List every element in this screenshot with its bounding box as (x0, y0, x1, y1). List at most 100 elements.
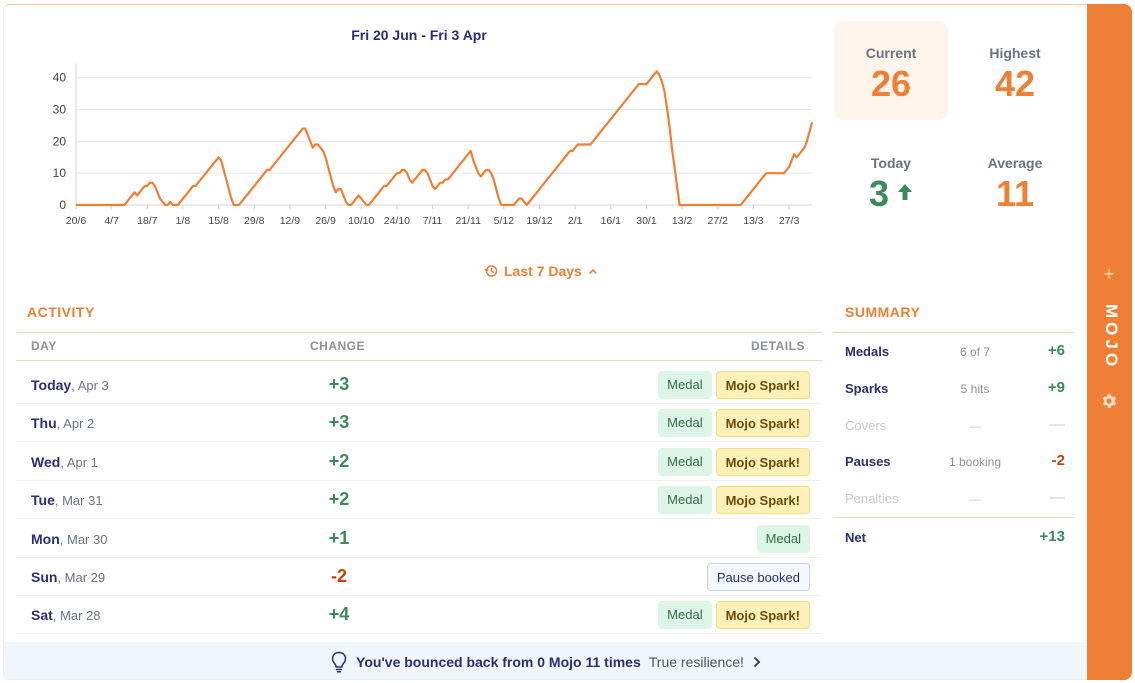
activity-details: Medal Mojo Spark! (658, 409, 810, 438)
x-tick-label: 5/12 (494, 215, 515, 227)
badge-spark: Mojo Spark! (715, 371, 810, 399)
x-tick-label: 1/8 (176, 215, 191, 227)
badge-medal: Medal (658, 409, 712, 438)
summary-detail: 5 hits (960, 381, 990, 396)
col-head-change: CHANGE (310, 339, 366, 353)
mojo-side-rail: + MOJO (1087, 4, 1132, 680)
activity-change: -2 (330, 566, 347, 586)
activity-change: +3 (328, 374, 350, 394)
stat-current: Current 26 (834, 21, 948, 120)
activity-change: +2 (328, 450, 350, 471)
activity-day-name: Wed (31, 453, 61, 470)
activity-day-date: , Apr 2 (56, 416, 95, 432)
stat-highest-label: Highest (989, 45, 1041, 61)
activity-row: Thu, Apr 2 +3 Medal Mojo Spark! (16, 404, 820, 443)
up-arrow-icon (898, 184, 913, 201)
y-tick-label: 30 (53, 103, 67, 117)
footer-message: You've bounced back from 0 Mojo 11 times (356, 653, 641, 670)
x-tick-label: 27/3 (779, 215, 800, 227)
col-head-details: DETAILS (751, 339, 805, 353)
x-tick-label: 30/1 (636, 215, 657, 227)
activity-row: Wed, Apr 1 +2 Medal Mojo Spark! (16, 443, 820, 481)
gear-icon[interactable] (1100, 392, 1118, 410)
mojo-card: Fri 20 Jun - Fri 3 Apr 0 10 20 30 40 20/6 4/7 1… (3, 4, 1087, 680)
plus-icon[interactable]: + (1103, 264, 1115, 284)
badge-medal: Medal (658, 601, 712, 630)
activity-day: Sat, Mar 28 (31, 607, 100, 623)
footer-subtext: True resilience! (648, 653, 744, 670)
range-toggle-label: Last 7 Days (504, 263, 582, 279)
x-tick-label: 20/6 (66, 215, 87, 227)
activity-day: Thu, Apr 2 (31, 415, 94, 431)
activity-row: Tue, Mar 31 +2 Medal Mojo Spark! (16, 481, 820, 520)
activity-row: Sun, Mar 29 -2 Pause booked (16, 558, 820, 596)
chart-title: Fri 20 Jun - Fri 3 Apr (351, 27, 487, 43)
summary-detail: 1 booking (948, 455, 1002, 470)
summary-net-divider (833, 517, 1074, 518)
activity-day-date: , Mar 31 (54, 493, 103, 509)
stat-today-value: 3 (868, 173, 890, 214)
badge-spark: Mojo Spark! (715, 409, 810, 438)
activity-change: +2 (328, 489, 350, 510)
badge-spark: Mojo Spark! (715, 447, 810, 476)
range-toggle-button[interactable]: Last 7 Days (484, 261, 624, 281)
summary-label: Covers (845, 417, 887, 433)
activity-day: Today, Apr 3 (31, 377, 109, 393)
activity-day-name: Sat (31, 607, 53, 624)
stat-average: Average 11 (953, 131, 1077, 230)
x-tick-label: 26/9 (315, 215, 336, 227)
activity-row: Sat, Mar 28 +4 Medal Mojo Spark! (16, 596, 820, 635)
activity-details: Medal Mojo Spark! (658, 447, 810, 476)
activity-row: Mon, Mar 30 +1 Medal (16, 520, 820, 558)
activity-day: Wed, Apr 1 (31, 454, 98, 470)
stat-highest-value: 42 (994, 63, 1036, 104)
activity-details: Medal (756, 524, 810, 553)
summary-value: -2 (1051, 452, 1065, 470)
badge-medal: Medal (658, 486, 712, 515)
stat-today: Today 3 (834, 131, 948, 230)
activity-title: ACTIVITY (27, 304, 95, 320)
stat-highest: Highest 42 (953, 21, 1077, 120)
summary-value: +6 (1047, 342, 1065, 359)
x-tick-label: 2/1 (568, 215, 583, 227)
summary-row-pauses: Pauses 1 booking -2 (845, 451, 1065, 473)
stat-current-value: 26 (870, 63, 912, 104)
activity-day-date: , Apr 3 (71, 378, 109, 393)
activity-day-name: Today (31, 377, 72, 393)
y-tick-label: 20 (53, 134, 67, 148)
summary-value: — (1050, 415, 1065, 433)
activity-change: +1 (328, 527, 350, 548)
summary-row-sparks: Sparks 5 hits +9 (845, 378, 1065, 400)
summary-detail: — (969, 492, 981, 507)
x-tick-label: 7/11 (423, 215, 443, 227)
activity-day-name: Sun (31, 569, 58, 585)
badge-pause: Pause booked (706, 563, 810, 591)
badge-medal: Medal (658, 447, 712, 476)
activity-day-date: , Mar 29 (57, 570, 106, 585)
col-head-day: DAY (31, 339, 57, 353)
activity-day: Tue, Mar 31 (31, 492, 103, 508)
summary-row-covers: Covers — — (845, 415, 1065, 437)
stat-average-value: 11 (995, 173, 1035, 214)
summary-value: +9 (1047, 378, 1065, 396)
summary-title-divider (833, 332, 1074, 333)
activity-day: Sun, Mar 29 (31, 569, 105, 585)
chevron-up-icon (589, 268, 597, 274)
resilience-footer[interactable]: You've bounced back from 0 Mojo 11 times… (4, 642, 1087, 679)
x-tick-label: 24/10 (384, 215, 410, 227)
activity-row: Today, Apr 3 +3 Medal Mojo Spark! (16, 366, 820, 404)
activity-day-date: , Mar 28 (52, 608, 101, 624)
summary-net-row: Net +13 (845, 527, 1065, 549)
badge-medal: Medal (756, 524, 810, 553)
summary-row-penalties: Penalties — — (845, 488, 1065, 510)
x-tick-label: 18/7 (137, 215, 158, 227)
x-tick-label: 12/9 (280, 215, 301, 227)
mojo-series-line (76, 70, 814, 207)
summary-net-value: +13 (1039, 528, 1065, 545)
activity-details: Medal Mojo Spark! (658, 486, 810, 515)
stat-today-value-wrap: 3 (834, 173, 948, 215)
activity-day: Mon, Mar 30 (31, 531, 107, 547)
stat-average-label: Average (987, 155, 1043, 171)
x-tick-label: 19/12 (526, 215, 552, 227)
